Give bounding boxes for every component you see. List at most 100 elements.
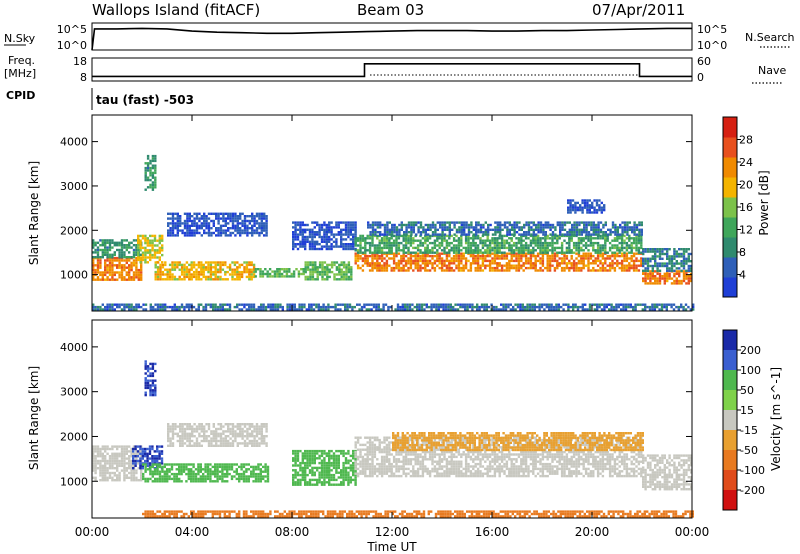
power-cell [656,269,659,272]
power-cell [654,255,657,258]
power-cell [314,268,317,271]
power-cell [154,266,157,269]
velocity-cell [130,459,133,463]
power-cell [428,305,431,309]
power-cell [508,244,511,247]
velocity-cell [242,463,246,466]
power-cell [440,249,444,252]
power-cell [106,256,109,259]
power-cell [166,270,169,274]
power-cell [568,251,571,254]
power-cell [508,246,511,250]
power-cell [539,269,542,272]
power-cell [513,226,516,229]
power-cell [431,257,434,260]
power-cell [556,234,559,238]
power-cell [509,303,512,306]
power-cell [616,252,619,255]
power-cell [335,226,338,229]
velocity-cell [185,480,188,483]
velocity-cell [148,450,152,453]
power-cell [419,254,422,258]
power-cell [409,254,413,258]
power-cell [340,231,343,234]
power-cell [281,308,284,311]
power-cell [227,234,230,237]
power-cell [581,308,584,311]
power-cell [553,234,557,238]
power-cell [385,269,389,272]
power-cell [376,264,379,267]
power-cell [613,269,617,272]
power-cell [547,223,550,227]
power-cell [440,252,444,255]
power-cell [371,221,375,224]
power-cell [503,239,506,242]
power-cell [532,246,535,250]
velocity-cell [92,464,95,467]
velocity-cell [132,447,135,451]
power-cell [644,282,647,285]
power-cell [632,252,636,255]
velocity-cell [226,468,229,471]
power-cell [292,238,295,241]
power-cell [219,308,222,311]
power-cell [92,303,95,306]
velocity-cell [144,468,147,471]
power-cell [423,303,426,306]
power-cell [123,278,126,281]
power-cell [328,268,331,271]
velocity-cell [140,469,143,472]
power-cell [487,226,490,229]
velocity-cell [171,442,175,445]
power-cell [642,257,645,260]
power-cell [231,231,235,235]
power-cell [222,212,225,215]
velocity-cell [132,471,136,475]
power-cell [633,223,636,227]
power-cell [231,273,234,276]
power-cell [359,234,362,238]
power-cell [373,264,377,267]
power-cell [460,241,463,245]
power-cell [265,219,268,223]
velocity-cell [179,425,182,428]
power-cell [564,303,568,306]
velocity-cell [181,430,184,433]
power-cell [392,239,396,242]
power-cell [436,249,439,252]
power-cell [146,157,150,160]
power-cell [587,259,590,263]
velocity-cell [128,464,131,467]
power-cell [541,259,545,263]
power-cell [180,303,184,306]
power-cell [575,249,578,252]
power-cell [565,251,569,254]
power-cell [383,241,386,245]
velocity-cell [104,469,107,472]
velocity-cell [259,468,262,471]
power-cell [111,246,114,249]
power-cell [457,249,461,252]
power-cell [217,229,220,232]
power-cell [685,250,688,253]
power-cell [202,266,205,269]
power-cell [445,239,449,242]
power-cell [596,249,600,252]
power-cell [670,277,674,280]
power-cell [200,234,203,237]
power-cell [149,174,152,177]
power-cell [628,228,631,231]
velocity-cell [158,470,162,473]
power-cell [96,246,100,249]
power-cell [178,278,181,281]
power-cell [108,308,112,311]
velocity-cell [202,480,205,483]
power-cell [185,261,189,264]
velocity-cell [214,468,217,471]
power-cell [304,223,307,227]
power-cell [598,199,601,202]
power-cell [419,223,423,227]
power-cell [140,276,143,279]
power-cell [340,270,343,274]
